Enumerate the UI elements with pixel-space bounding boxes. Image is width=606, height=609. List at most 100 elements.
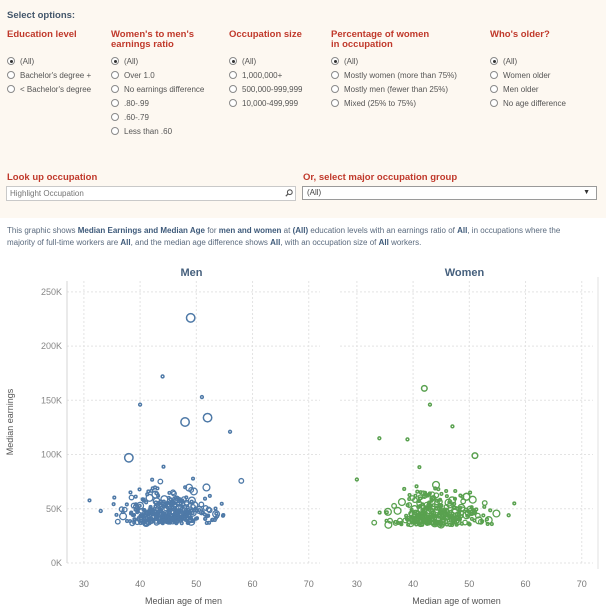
data-point: [124, 518, 130, 524]
radio-button[interactable]: [490, 99, 498, 107]
filter-option[interactable]: 500,000-999,999: [229, 82, 303, 96]
filter-option[interactable]: 10,000-499,999: [229, 96, 303, 110]
filter-option[interactable]: (All): [331, 54, 457, 68]
data-point: [183, 485, 188, 490]
data-point: [155, 512, 160, 518]
data-point: [185, 312, 196, 323]
radio-button[interactable]: [229, 71, 237, 79]
filter-option[interactable]: Men older: [490, 82, 566, 96]
radio-button[interactable]: [331, 71, 339, 79]
data-point: [484, 517, 490, 522]
radio-button[interactable]: [111, 85, 119, 93]
data-point: [462, 519, 469, 526]
filter-option[interactable]: Mostly men (fewer than 25%): [331, 82, 457, 96]
data-point: [384, 518, 389, 523]
radio-button[interactable]: [229, 99, 237, 107]
data-point: [207, 493, 212, 498]
data-point: [439, 491, 444, 496]
filter-option[interactable]: (All): [229, 54, 303, 68]
filter-option[interactable]: Over 1.0: [111, 68, 204, 82]
data-point: [128, 519, 133, 524]
data-point: [489, 521, 494, 527]
y-tick-label: 200K: [41, 341, 62, 351]
filter-option[interactable]: .60-.79: [111, 110, 204, 124]
radio-button[interactable]: [490, 71, 498, 79]
data-point: [87, 498, 92, 503]
data-point: [377, 436, 382, 441]
chart-description: This graphic shows Median Earnings and M…: [7, 225, 587, 249]
data-point: [438, 520, 443, 525]
search-icon[interactable]: [285, 189, 293, 197]
filter-option[interactable]: 1,000,000+: [229, 68, 303, 82]
filter-option[interactable]: (All): [111, 54, 204, 68]
filter-option[interactable]: .80-.99: [111, 96, 204, 110]
filter-option[interactable]: Bachelor's degree +: [7, 68, 91, 82]
radio-button[interactable]: [229, 85, 237, 93]
filter-option[interactable]: Mostly women (more than 75%): [331, 68, 457, 82]
radio-button[interactable]: [7, 71, 15, 79]
radio-button[interactable]: [111, 99, 119, 107]
x-tick-label: 70: [577, 579, 587, 589]
data-point: [190, 501, 199, 510]
radio-button[interactable]: [111, 113, 119, 121]
data-point: [98, 508, 103, 514]
data-point: [482, 504, 487, 509]
filter-option[interactable]: (All): [490, 54, 566, 68]
y-tick-label: 250K: [41, 287, 62, 297]
scatter-charts: 30 40 50 60 70 0K 50K 100K 150K 200K 250K Median ea…: [5, 267, 599, 606]
filter-option[interactable]: No earnings difference: [111, 82, 204, 96]
radio-button[interactable]: [7, 85, 15, 93]
desc-text: for: [204, 226, 219, 235]
radio-button[interactable]: [111, 71, 119, 79]
data-point: [481, 500, 488, 506]
radio-button[interactable]: [331, 85, 339, 93]
filter-option-label: Women older: [503, 70, 551, 80]
data-point: [384, 510, 389, 515]
filter-option[interactable]: Mixed (25% to 75%): [331, 96, 457, 110]
data-point: [452, 501, 457, 506]
data-point: [433, 492, 440, 499]
radio-button[interactable]: [7, 57, 15, 65]
filter-group-title: Occupation size: [229, 29, 302, 40]
desc-text: workers.: [388, 238, 422, 247]
data-point: [161, 464, 166, 469]
data-point: [207, 520, 212, 525]
data-point: [404, 516, 409, 521]
occupation-group-dropdown[interactable]: (All) ▼: [302, 186, 597, 200]
radio-button[interactable]: [331, 99, 339, 107]
radio-button[interactable]: [490, 57, 498, 65]
radio-button[interactable]: [490, 85, 498, 93]
filter-option[interactable]: (All): [7, 54, 91, 68]
filter-group: Education level (All) Bachelor's degree + <…: [7, 30, 91, 96]
radio-button[interactable]: [229, 57, 237, 65]
data-point: [444, 494, 449, 499]
data-point: [147, 517, 153, 522]
filter-option[interactable]: Less than .60: [111, 124, 204, 138]
data-point: [141, 497, 146, 502]
filter-option[interactable]: No age difference: [490, 96, 566, 110]
data-point: [450, 424, 455, 429]
data-point: [156, 493, 161, 498]
radio-button[interactable]: [111, 127, 119, 135]
data-point: [238, 477, 245, 484]
data-point: [454, 522, 459, 527]
data-point: [416, 500, 423, 507]
data-point: [447, 500, 452, 505]
desc-text: at: [281, 226, 293, 235]
data-point: [156, 509, 161, 514]
desc-majority: All: [120, 238, 131, 247]
occupation-search-input[interactable]: [6, 186, 296, 201]
data-point: [176, 499, 181, 504]
radio-button[interactable]: [331, 57, 339, 65]
filter-option[interactable]: < Bachelor's degree: [7, 82, 91, 96]
data-point: [153, 519, 160, 526]
data-point: [450, 521, 455, 526]
data-point: [424, 517, 431, 524]
data-point: [118, 506, 125, 513]
data-point: [111, 502, 116, 507]
data-point: [202, 496, 208, 501]
filter-option[interactable]: Women older: [490, 68, 566, 82]
data-point: [214, 511, 219, 516]
data-point: [436, 506, 441, 512]
radio-button[interactable]: [111, 57, 119, 65]
